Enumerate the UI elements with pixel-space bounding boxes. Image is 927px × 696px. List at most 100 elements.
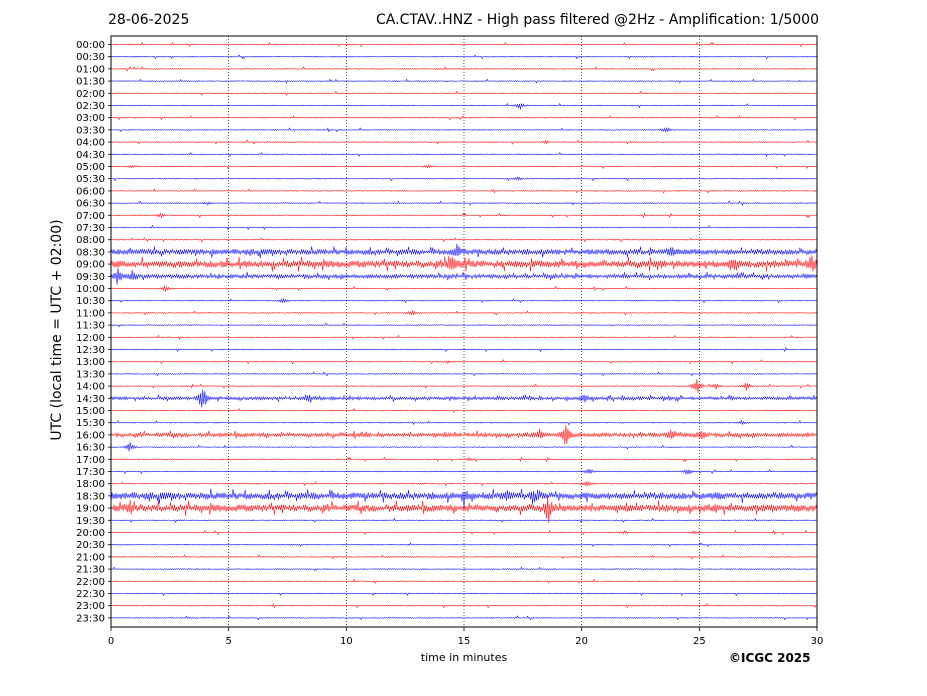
trace-2200: [110, 578, 818, 584]
y-tick-label: 01:00: [76, 64, 105, 75]
y-tick-label: 05:00: [76, 162, 105, 173]
y-tick-label: 00:00: [76, 40, 105, 51]
trace-2130: [110, 566, 818, 572]
y-tick-label: 17:00: [76, 455, 105, 466]
y-tick-label: 11:00: [76, 308, 105, 319]
y-tick-label: 08:30: [76, 247, 105, 258]
trace-1230: [110, 346, 818, 353]
chart-title: CA.CTAV..HNZ - High pass filtered @2Hz -…: [376, 12, 819, 28]
trace-2330: [110, 615, 818, 621]
y-tick-label: 08:00: [76, 235, 105, 246]
y-tick-label: 03:00: [76, 113, 105, 124]
trace-0100: [110, 66, 818, 72]
y-tick-label: 10:30: [76, 296, 105, 307]
trace-1730: [110, 468, 818, 475]
y-tick-label: 04:30: [76, 150, 105, 161]
trace-1130: [110, 322, 818, 328]
trace-1930: [110, 517, 818, 524]
y-tick-label: 06:00: [76, 186, 105, 197]
y-tick-label: 21:30: [76, 565, 105, 576]
y-tick-label: 14:30: [76, 394, 105, 405]
y-tick-label: 09:00: [76, 260, 105, 271]
plot-frame: [110, 35, 818, 628]
y-tick-label: 15:00: [76, 406, 105, 417]
trace-2000: [110, 529, 818, 536]
trace-1200: [110, 334, 818, 340]
trace-2300: [110, 603, 818, 609]
trace-2230: [110, 592, 818, 597]
y-tick-label: 16:30: [76, 443, 105, 454]
x-tick-label: 10: [340, 636, 353, 647]
trace-1830: [110, 488, 818, 509]
y-tick-label: 10:00: [76, 284, 105, 295]
trace-1400: [110, 379, 818, 394]
y-tick-label: 18:00: [76, 479, 105, 490]
trace-1600: [110, 424, 818, 445]
trace-1430: [110, 389, 818, 408]
trace-1030: [110, 297, 818, 304]
trace-1700: [110, 456, 818, 462]
x-tick-label: 25: [693, 636, 706, 647]
y-tick-label: 23:00: [76, 601, 105, 612]
trace-0900: [110, 255, 818, 272]
trace-0600: [110, 188, 818, 194]
y-tick-label: 02:30: [76, 101, 105, 112]
trace-0730: [110, 224, 818, 231]
trace-0400: [110, 139, 818, 145]
y-tick-label: 12:30: [76, 345, 105, 356]
trace-0830: [110, 243, 818, 258]
y-tick-label: 04:00: [76, 138, 105, 149]
x-tick-label: 20: [575, 636, 588, 647]
y-tick-label: 09:30: [76, 272, 105, 283]
y-tick-label: 03:30: [76, 125, 105, 136]
y-tick-label: 22:30: [76, 589, 105, 600]
y-tick-label: 15:30: [76, 418, 105, 429]
y-tick-label: 17:30: [76, 467, 105, 478]
y-tick-label: 07:00: [76, 211, 105, 222]
y-tick-label: 12:00: [76, 333, 105, 344]
y-tick-label: 16:00: [76, 430, 105, 441]
trace-2030: [110, 542, 818, 548]
trace-0430: [110, 152, 818, 157]
trace-0800: [110, 237, 818, 243]
trace-0330: [110, 126, 818, 133]
trace-1630: [110, 442, 818, 452]
trace-1800: [110, 480, 818, 487]
x-tick-label: 5: [225, 636, 231, 647]
trace-1900: [110, 496, 818, 523]
x-axis-label: time in minutes: [420, 651, 508, 664]
trace-0200: [110, 90, 818, 96]
y-tick-label: 14:00: [76, 382, 105, 393]
trace-2100: [110, 554, 818, 560]
y-tick-label: 11:30: [76, 321, 105, 332]
trace-0630: [110, 200, 818, 206]
y-axis-label: UTC (local time = UTC + 02:00): [49, 219, 65, 441]
x-tick-label: 30: [811, 636, 824, 647]
y-tick-label: 13:00: [76, 357, 105, 368]
y-tick-label: 20:00: [76, 528, 105, 539]
trace-0700: [110, 212, 818, 219]
y-tick-label: 21:00: [76, 552, 105, 563]
trace-1330: [110, 371, 818, 377]
y-tick-label: 13:30: [76, 369, 105, 380]
y-tick-label: 00:30: [76, 52, 105, 63]
trace-1500: [110, 408, 818, 413]
x-tick-label: 0: [108, 636, 114, 647]
trace-0230: [110, 102, 818, 110]
y-tick-label: 18:30: [76, 491, 105, 502]
y-tick-label: 19:30: [76, 516, 105, 527]
trace-1530: [110, 419, 818, 426]
trace-1100: [110, 309, 818, 316]
copyright-label: ©ICGC 2025: [729, 651, 811, 665]
y-tick-label: 02:00: [76, 89, 105, 100]
y-tick-label: 06:30: [76, 199, 105, 210]
chart-date: 28-06-2025: [108, 12, 190, 28]
y-tick-label: 19:00: [76, 504, 105, 515]
trace-0530: [110, 176, 818, 182]
trace-0030: [110, 54, 818, 60]
y-tick-label: 22:00: [76, 577, 105, 588]
trace-0500: [110, 163, 818, 169]
y-tick-label: 05:30: [76, 174, 105, 185]
y-tick-label: 23:30: [76, 613, 105, 624]
